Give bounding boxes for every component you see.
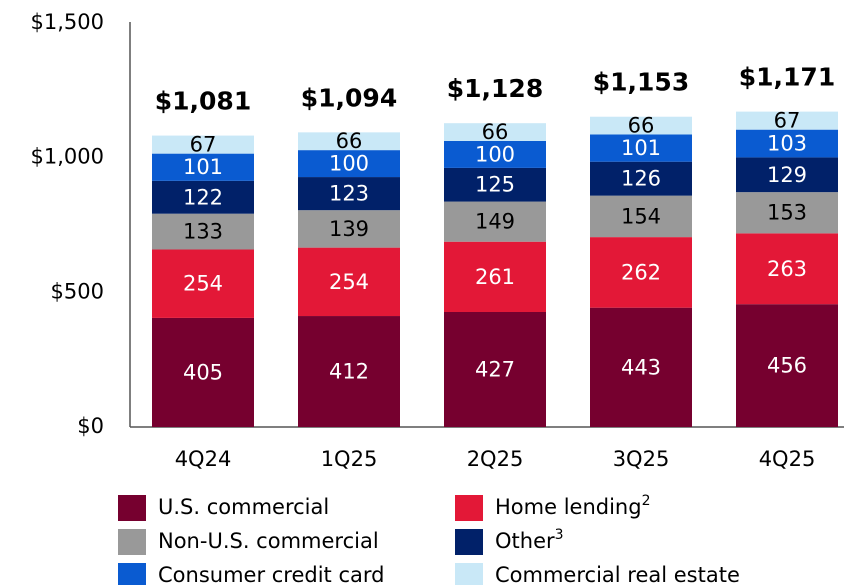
- legend-name: Commercial real estate: [495, 563, 740, 585]
- legend-label: Consumer credit card: [158, 563, 384, 585]
- total-label: $1,081: [155, 87, 251, 116]
- data-label: 261: [475, 265, 515, 289]
- bar-segment: [298, 210, 400, 248]
- bar-segment: [736, 129, 838, 158]
- bar-segment: [590, 195, 692, 238]
- legend-label: Home lending2: [495, 493, 650, 519]
- legend-swatch: [118, 529, 146, 555]
- bar-segment: [298, 132, 400, 151]
- bar-segment: [736, 304, 838, 427]
- bar-segment: [152, 317, 254, 427]
- x-tick-label: 4Q25: [759, 447, 816, 471]
- y-tick-label: $1,000: [31, 145, 104, 169]
- bar-segment: [736, 157, 838, 193]
- legend-label: Non-U.S. commercial: [158, 529, 379, 553]
- data-label: 101: [621, 136, 661, 160]
- data-label: 122: [183, 185, 223, 209]
- data-label: 412: [329, 360, 369, 384]
- y-tick-label: $1,500: [31, 10, 104, 34]
- bar-segment: [152, 153, 254, 181]
- data-label: 123: [329, 182, 369, 206]
- bar-segment: [590, 237, 692, 308]
- legend-label: Other3: [495, 527, 564, 553]
- bar-segment: [590, 307, 692, 427]
- bar-segment: [152, 180, 254, 214]
- bar-segment: [736, 233, 838, 305]
- total-label: $1,153: [593, 68, 689, 97]
- data-label: 103: [767, 132, 807, 156]
- data-label: 254: [183, 272, 223, 296]
- x-tick-label: 2Q25: [467, 447, 524, 471]
- data-label: 129: [767, 163, 807, 187]
- data-label: 139: [329, 217, 369, 241]
- legend-note: 3: [555, 527, 564, 543]
- bar-segment: [444, 311, 546, 427]
- x-tick-label: 1Q25: [321, 447, 378, 471]
- bar-segment: [298, 177, 400, 211]
- x-tick-label: 3Q25: [613, 447, 670, 471]
- x-tick-label: 4Q24: [175, 447, 232, 471]
- data-label: 405: [183, 360, 223, 384]
- data-label: 100: [475, 142, 515, 166]
- data-label: 66: [336, 129, 363, 153]
- legend-name: Home lending: [495, 495, 642, 519]
- data-label: 125: [475, 173, 515, 197]
- data-label: 100: [329, 152, 369, 176]
- bar-segment: [444, 123, 546, 141]
- legend-swatch: [118, 495, 146, 521]
- legend-label: Commercial real estate: [495, 563, 740, 585]
- bar-segment: [298, 150, 400, 178]
- legend-swatch: [118, 563, 146, 585]
- legend-name: Non-U.S. commercial: [158, 529, 379, 553]
- total-label: $1,171: [739, 63, 835, 92]
- bar-segment: [298, 316, 400, 427]
- data-label: 133: [183, 220, 223, 244]
- legend-swatch: [455, 495, 483, 521]
- data-label: 443: [621, 355, 661, 379]
- legend-name: U.S. commercial: [158, 495, 329, 519]
- data-label: 67: [190, 133, 217, 157]
- y-tick-label: $500: [51, 279, 104, 303]
- data-label: 154: [621, 204, 661, 228]
- data-label: 427: [475, 357, 515, 381]
- bar-segment: [152, 249, 254, 318]
- bar-segment: [590, 116, 692, 135]
- y-tick-label: $0: [77, 414, 104, 438]
- bar-segment: [152, 135, 254, 154]
- legend-name: Other: [495, 529, 555, 553]
- data-label: 101: [183, 155, 223, 179]
- total-label: $1,128: [447, 74, 543, 103]
- bar-segment: [736, 192, 838, 234]
- legend-name: Consumer credit card: [158, 563, 384, 585]
- data-label: 149: [475, 210, 515, 234]
- data-label: 67: [774, 109, 801, 133]
- data-label: 263: [767, 257, 807, 281]
- data-label: 456: [767, 354, 807, 378]
- bar-segment: [444, 201, 546, 242]
- legend-note: 2: [642, 493, 651, 509]
- bar-segment: [298, 247, 400, 317]
- bar-segment: [590, 134, 692, 162]
- bar-segment: [152, 213, 254, 250]
- bar-segment: [590, 161, 692, 196]
- data-label: 153: [767, 201, 807, 225]
- legend-swatch: [455, 529, 483, 555]
- legend-swatch: [455, 563, 483, 585]
- data-label: 262: [621, 260, 661, 284]
- bar-segment: [444, 167, 546, 202]
- legend-label: U.S. commercial: [158, 495, 329, 519]
- data-label: 254: [329, 270, 369, 294]
- data-label: 66: [482, 120, 509, 144]
- total-label: $1,094: [301, 83, 397, 112]
- data-label: 66: [628, 114, 655, 138]
- bar-segment: [444, 241, 546, 312]
- bar-segment: [444, 140, 546, 168]
- bar-segment: [736, 111, 838, 130]
- data-label: 126: [621, 167, 661, 191]
